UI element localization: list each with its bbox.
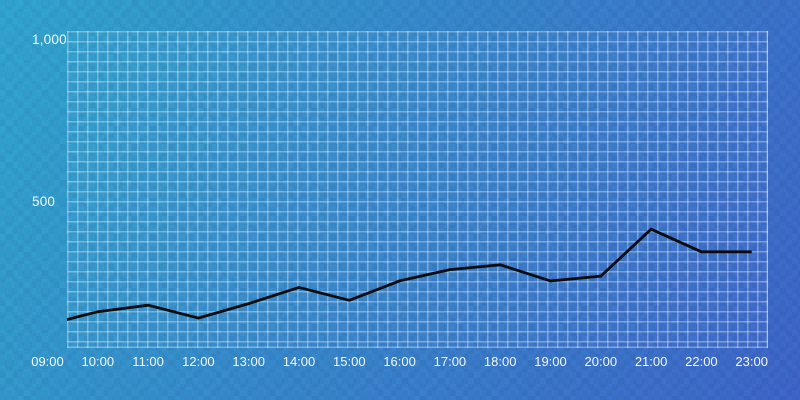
x-axis-tick-label: 09:00 bbox=[31, 354, 64, 369]
x-axis-tick-label: 15:00 bbox=[333, 354, 366, 369]
x-axis-tick-label: 13:00 bbox=[232, 354, 265, 369]
x-axis-tick-label: 23:00 bbox=[735, 354, 768, 369]
x-axis-tick-label: 21:00 bbox=[634, 354, 668, 369]
x-axis-tick-label: 17:00 bbox=[433, 354, 467, 369]
x-axis-tick-label: 10:00 bbox=[81, 354, 115, 369]
plot-area-grid[interactable] bbox=[67, 31, 768, 348]
y-axis-tick-label: 1,000 bbox=[32, 32, 67, 47]
x-axis-tick-label: 18:00 bbox=[483, 354, 517, 369]
x-axis-tick-label: 22:00 bbox=[685, 354, 718, 369]
x-axis-tick-label: 11:00 bbox=[132, 354, 164, 369]
data-line-series bbox=[67, 227, 752, 322]
x-axis-tick-label: 14:00 bbox=[282, 354, 316, 369]
x-axis-tick-label: 20:00 bbox=[584, 354, 618, 369]
x-axis-tick-label: 19:00 bbox=[534, 354, 567, 369]
y-axis-tick-label: 500 bbox=[32, 193, 56, 209]
x-axis-tick-label: 16:00 bbox=[383, 354, 416, 369]
x-axis-tick-label: 12:00 bbox=[182, 354, 215, 369]
